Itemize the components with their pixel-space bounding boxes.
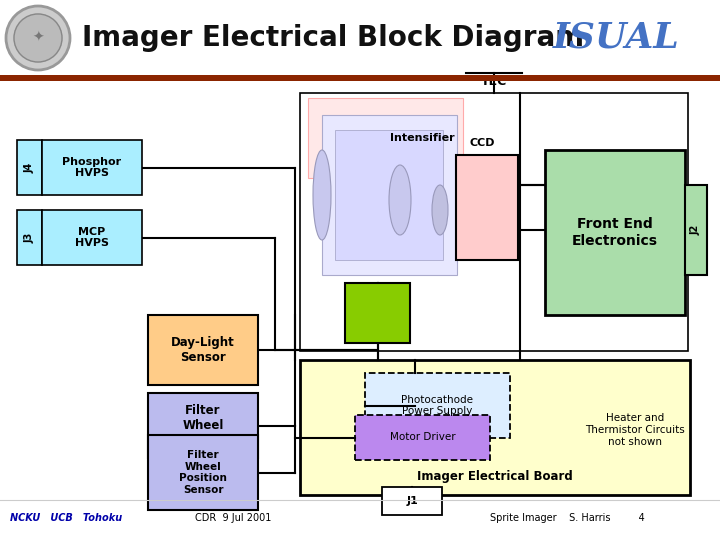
Text: J1: J1 bbox=[406, 496, 418, 506]
Ellipse shape bbox=[313, 150, 331, 240]
Ellipse shape bbox=[389, 165, 411, 235]
Text: NCKU   UCB   Tohoku: NCKU UCB Tohoku bbox=[10, 513, 122, 523]
Bar bbox=[308, 98, 463, 178]
Text: Photocathode
Power Supply: Photocathode Power Supply bbox=[402, 395, 474, 416]
Bar bbox=[335, 130, 443, 260]
Text: TEC: TEC bbox=[481, 75, 507, 88]
Bar bbox=[300, 93, 688, 351]
Text: CCD: CCD bbox=[469, 138, 495, 148]
Ellipse shape bbox=[432, 185, 448, 235]
Text: Filter
Wheel
Position
Sensor: Filter Wheel Position Sensor bbox=[179, 450, 227, 495]
Text: Phosphor
HVPS: Phosphor HVPS bbox=[63, 157, 122, 178]
Text: Imager Electrical Block Diagram: Imager Electrical Block Diagram bbox=[82, 24, 584, 52]
Bar bbox=[148, 393, 258, 458]
Bar bbox=[382, 487, 442, 515]
Bar bbox=[42, 210, 142, 265]
Text: Front End
Electronics: Front End Electronics bbox=[572, 218, 658, 248]
Text: J4: J4 bbox=[24, 163, 35, 173]
Bar bbox=[17, 210, 42, 265]
Text: Imager Electrical Board: Imager Electrical Board bbox=[417, 470, 573, 483]
Text: J3: J3 bbox=[24, 232, 35, 242]
Bar bbox=[148, 315, 258, 385]
Text: CDR  9 Jul 2001: CDR 9 Jul 2001 bbox=[195, 513, 271, 523]
Bar bbox=[322, 115, 457, 275]
Bar bbox=[42, 140, 142, 195]
Circle shape bbox=[6, 6, 70, 70]
Bar bbox=[456, 155, 518, 260]
Text: Stim
LED: Stim LED bbox=[361, 299, 394, 327]
Text: ✦: ✦ bbox=[32, 31, 44, 45]
Bar bbox=[545, 150, 685, 315]
Text: Sprite Imager    S. Harris         4: Sprite Imager S. Harris 4 bbox=[490, 513, 644, 523]
Text: MCP
HVPS: MCP HVPS bbox=[75, 227, 109, 248]
Circle shape bbox=[14, 14, 62, 62]
Text: Heater and
Thermistor Circuits
not shown: Heater and Thermistor Circuits not shown bbox=[585, 414, 685, 447]
Bar bbox=[685, 185, 707, 275]
Text: Filter
Wheel
Motor: Filter Wheel Motor bbox=[182, 404, 224, 447]
Text: J2: J2 bbox=[691, 225, 701, 235]
Text: ISUAL: ISUAL bbox=[553, 21, 680, 55]
Text: Day-Light
Sensor: Day-Light Sensor bbox=[171, 336, 235, 364]
Bar bbox=[0, 75, 720, 81]
Bar bbox=[17, 140, 42, 195]
Text: Intensifier: Intensifier bbox=[390, 133, 454, 143]
Text: Motor Driver: Motor Driver bbox=[390, 433, 455, 442]
Bar bbox=[355, 415, 490, 460]
Bar bbox=[0, 0, 720, 80]
Bar bbox=[300, 360, 690, 495]
Bar bbox=[365, 373, 510, 438]
Bar bbox=[345, 283, 410, 343]
Bar bbox=[148, 435, 258, 510]
